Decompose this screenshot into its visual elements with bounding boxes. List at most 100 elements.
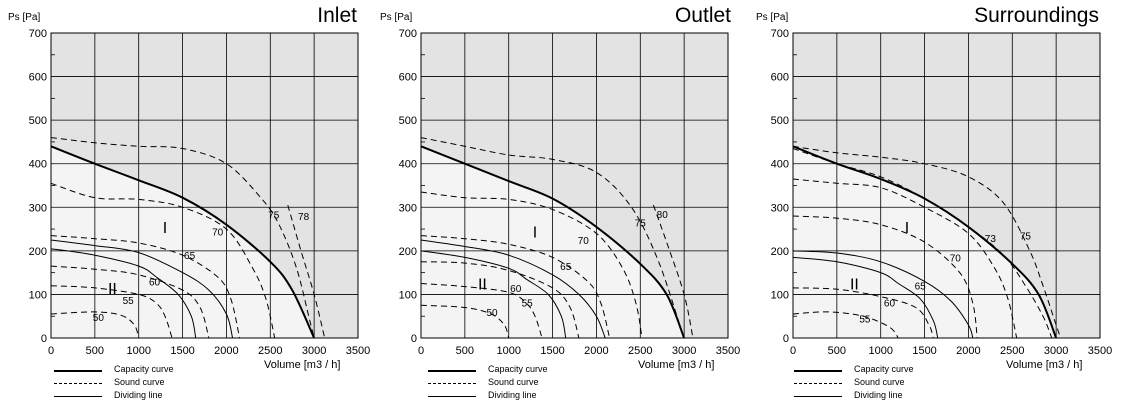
y-tick-label: 300	[399, 202, 417, 214]
x-tick-label: 3000	[672, 345, 696, 357]
sound-curve-label: 50	[486, 308, 498, 319]
legend-swatch-dividing	[794, 396, 842, 397]
y-tick-label: 0	[411, 333, 417, 345]
y-axis-label: Ps [Pa]	[756, 12, 789, 23]
legend-label-dividing: Dividing line	[114, 390, 163, 400]
sound-curve-55	[792, 311, 899, 339]
plot-frame	[420, 32, 729, 339]
zone-label: I	[163, 220, 167, 237]
y-tick-label: 300	[771, 202, 789, 214]
legend-item-capacity: Capacity curve	[54, 364, 214, 377]
y-tick-label: 500	[399, 115, 417, 127]
sound-curve-label: 60	[149, 277, 161, 288]
y-tick-label: 200	[29, 246, 47, 258]
sound-curve-label: 55	[522, 298, 534, 309]
y-tick-label: 300	[29, 202, 47, 214]
y-tick-label: 400	[399, 159, 417, 171]
legend-swatch-sound	[428, 383, 476, 384]
sound-curve-50	[50, 311, 140, 339]
chart-title: Inlet	[317, 4, 357, 27]
y-axis-label: Ps [Pa]	[380, 12, 413, 23]
sound-curve-label: 55	[123, 296, 135, 307]
zone-label: II	[478, 277, 487, 294]
x-tick-label: 1000	[126, 345, 150, 357]
legend: Capacity curve Sound curve Dividing line	[54, 364, 214, 403]
zone-label: I	[905, 220, 909, 237]
sound-curve-label: 70	[950, 253, 962, 264]
capacity-curve	[792, 145, 1058, 339]
x-tick-label: 2500	[628, 345, 652, 357]
sound-curve-75	[50, 137, 315, 339]
x-tick-label: 2000	[956, 345, 980, 357]
legend-item-capacity: Capacity curve	[428, 364, 588, 377]
chart-svg-outlet: 0 500 1000 1500 2000 2500 3000 3500 0 100 200 300 40…	[399, 28, 741, 357]
legend-label-dividing: Dividing line	[854, 390, 903, 400]
legend-item-dividing: Dividing line	[794, 390, 954, 403]
sound-curve-65	[420, 235, 611, 339]
legend-swatch-capacity	[54, 370, 102, 372]
chart-panel-outlet: 0 500 1000 1500 2000 2500 3000 3500 0 100 200 300 40…	[376, 0, 753, 412]
legend-swatch-dividing	[54, 396, 102, 397]
x-tick-label: 500	[86, 345, 104, 357]
zone-label: II	[850, 277, 859, 294]
x-tick-label: 2500	[258, 345, 282, 357]
legend-label-sound: Sound curve	[488, 377, 539, 387]
sound-curve-label: 50	[93, 313, 105, 324]
y-tick-label: 400	[29, 159, 47, 171]
legend-label-capacity: Capacity curve	[488, 364, 548, 374]
zone-label: I	[533, 224, 537, 241]
legend: Capacity curve Sound curve Dividing line	[428, 364, 588, 403]
legend-label-dividing: Dividing line	[488, 390, 537, 400]
x-tick-label: 3000	[302, 345, 326, 357]
chart-panel-inlet: 0 500 1000 1500 2000 2500 3000 3500 0 100 200 300 40…	[0, 0, 377, 412]
y-tick-label: 600	[399, 72, 417, 84]
sound-curve-75	[420, 137, 685, 339]
x-axis-label: Volume [m3 / h]	[638, 359, 715, 371]
sound-curve-78	[287, 204, 326, 339]
sound-curve-55	[50, 285, 173, 339]
legend-label-sound: Sound curve	[854, 377, 905, 387]
y-tick-label: 100	[771, 289, 789, 301]
legend-item-capacity: Capacity curve	[794, 364, 954, 377]
y-tick-label: 700	[771, 28, 789, 40]
sound-curve-label: 73	[985, 234, 997, 245]
sound-curve-label: 60	[884, 298, 896, 309]
sound-curve-label: 75	[635, 219, 647, 230]
legend-swatch-capacity	[794, 370, 842, 372]
x-tick-label: 0	[790, 345, 796, 357]
y-tick-label: 700	[399, 28, 417, 40]
sound-curve-70	[792, 178, 1018, 339]
x-tick-label: 2000	[584, 345, 608, 357]
sound-curve-label: 65	[560, 262, 572, 273]
x-tick-label: 1500	[912, 345, 936, 357]
y-tick-label: 400	[771, 159, 789, 171]
y-tick-label: 100	[29, 289, 47, 301]
legend-item-dividing: Dividing line	[54, 390, 214, 403]
y-tick-label: 600	[771, 72, 789, 84]
x-tick-label: 500	[828, 345, 846, 357]
sound-curve-label: 65	[915, 282, 927, 293]
x-tick-label: 2500	[1000, 345, 1024, 357]
y-tick-label: 500	[29, 115, 47, 127]
sound-curve-label: 70	[578, 236, 590, 247]
legend-item-sound: Sound curve	[428, 377, 588, 390]
chart-title: Outlet	[674, 4, 731, 27]
y-tick-label: 500	[771, 115, 789, 127]
dividing-line	[50, 248, 197, 339]
sound-curve-label: 75	[268, 211, 280, 222]
x-tick-label: 3500	[346, 345, 370, 357]
dividing-line	[792, 256, 939, 339]
x-tick-label: 0	[418, 345, 424, 357]
sound-curve-65	[50, 235, 241, 339]
sound-curve-label: 55	[859, 314, 871, 325]
sound-curve-80	[652, 204, 694, 339]
plot-frame	[792, 32, 1101, 339]
legend: Capacity curve Sound curve Dividing line	[794, 364, 954, 403]
legend-swatch-dividing	[428, 396, 476, 397]
x-tick-label: 3000	[1044, 345, 1068, 357]
sound-curve-65	[792, 215, 978, 339]
y-tick-label: 600	[29, 72, 47, 84]
legend-swatch-capacity	[428, 370, 476, 372]
x-tick-label: 3500	[1088, 345, 1112, 357]
y-tick-label: 0	[783, 333, 789, 345]
